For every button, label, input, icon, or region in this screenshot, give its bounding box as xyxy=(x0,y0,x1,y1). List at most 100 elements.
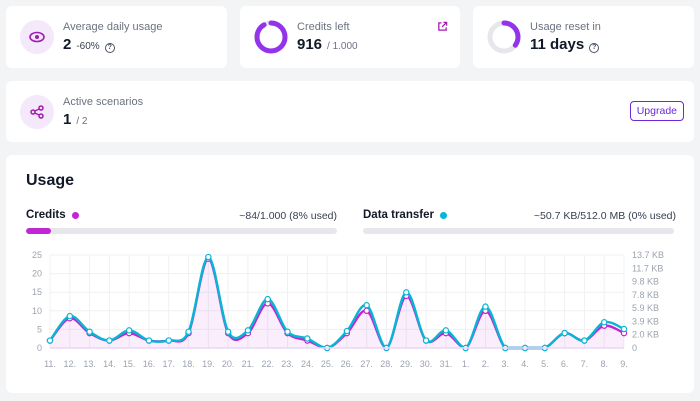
data-transfer-meter-value: ~50.7 KB/512.0 MB (0% used) xyxy=(533,210,676,222)
active-scenarios-label: Active scenarios xyxy=(63,96,144,108)
external-link-icon[interactable] xyxy=(437,21,448,32)
credits-data-point xyxy=(145,337,153,344)
help-icon[interactable]: ? xyxy=(589,43,600,53)
x-tick-label: 19. xyxy=(202,359,215,369)
data-transfer-data-point xyxy=(145,337,153,344)
credits-data-point xyxy=(165,337,172,344)
data-transfer-legend-dot xyxy=(439,211,447,219)
data-transfer-data-point xyxy=(284,328,291,335)
y-right-tick-label: 2.0 KB xyxy=(632,330,659,340)
data-transfer-data-point xyxy=(244,327,252,334)
y-right-tick-label: 3.9 KB xyxy=(632,316,659,326)
x-tick-label: 22. xyxy=(261,359,274,369)
x-tick-label: 29. xyxy=(400,359,413,369)
usage-reset-label: Usage reset in xyxy=(530,21,601,33)
data-transfer-data-point xyxy=(66,312,73,320)
credits-meter-value: ~84/1.000 (8% used) xyxy=(239,210,337,222)
x-tick-label: 20. xyxy=(222,359,235,369)
data-transfer-data-point xyxy=(323,344,331,352)
credits-data-point xyxy=(462,344,469,352)
data-transfer-data-point xyxy=(521,344,529,352)
data-transfer-data-point xyxy=(422,337,430,344)
y-right-tick-label: 7.8 KB xyxy=(632,290,659,300)
y-left-tick-label: 15 xyxy=(32,287,42,297)
y-left-tick-label: 25 xyxy=(32,250,42,260)
credits-data-point xyxy=(46,337,54,344)
credits-left-value-row: 916 / 1.000 xyxy=(297,36,358,53)
data-transfer-data-point xyxy=(383,344,390,352)
credits-data-point xyxy=(205,255,212,262)
credits-data-point xyxy=(403,292,410,300)
credits-data-point xyxy=(620,329,628,337)
credits-data-point xyxy=(383,344,390,352)
data-transfer-series-line xyxy=(49,255,625,350)
data-transfer-data-point xyxy=(620,325,628,333)
average-daily-usage-delta: -60% xyxy=(76,41,100,52)
card-usage-reset: Usage reset in 11 days ? xyxy=(473,6,694,68)
x-tick-label: 13. xyxy=(83,359,96,369)
x-tick-label: 24. xyxy=(301,359,314,369)
x-tick-label: 15. xyxy=(123,359,136,369)
data-transfer-data-point xyxy=(343,327,351,335)
card-credits-left: Credits left 916 / 1.000 xyxy=(240,6,460,68)
data-transfer-data-point xyxy=(581,337,588,344)
credits-data-point xyxy=(482,307,489,314)
x-tick-label: 4. xyxy=(521,359,529,369)
x-tick-label: 31. xyxy=(440,359,453,369)
x-tick-label: 23. xyxy=(281,359,294,369)
data-transfer-data-point xyxy=(46,337,54,344)
credits-ring-icon xyxy=(254,20,288,54)
x-tick-label: 2. xyxy=(482,359,490,369)
active-scenarios-value-row: 1 / 2 xyxy=(63,111,87,128)
x-tick-label: 11. xyxy=(44,359,56,369)
x-tick-label: 18. xyxy=(182,359,195,369)
x-tick-label: 25. xyxy=(321,359,334,369)
credits-data-point xyxy=(323,344,331,352)
data-transfer-data-point xyxy=(165,337,172,344)
average-daily-usage-value: 2 xyxy=(63,36,72,53)
credits-data-point xyxy=(561,329,568,337)
x-tick-label: 6. xyxy=(561,359,569,369)
y-right-tick-label: 5.9 KB xyxy=(632,303,659,313)
eye-icon xyxy=(29,31,45,43)
y-right-tick-label: 0 xyxy=(632,343,637,353)
data-transfer-meter-label: Data transfer xyxy=(363,209,447,221)
credits-series-line xyxy=(49,257,625,350)
help-icon[interactable]: ? xyxy=(104,43,115,53)
credits-data-point xyxy=(106,337,113,344)
upgrade-button[interactable]: Upgrade xyxy=(629,101,684,121)
x-tick-label: 14. xyxy=(103,359,116,369)
data-transfer-data-point xyxy=(224,328,232,335)
average-daily-usage-value-row: 2 -60% ? xyxy=(63,36,115,53)
usage-reset-value: 11 days xyxy=(530,36,585,53)
data-transfer-data-point xyxy=(482,303,489,310)
data-transfer-data-point xyxy=(125,327,133,334)
x-tick-label: 27. xyxy=(360,359,373,369)
data-transfer-data-point xyxy=(205,253,212,261)
data-transfer-progress-track xyxy=(363,228,674,234)
data-transfer-data-point xyxy=(601,319,608,326)
x-tick-label: 7. xyxy=(581,359,589,369)
share-icon xyxy=(30,105,44,119)
y-left-tick-label: 10 xyxy=(32,306,42,316)
credits-data-point xyxy=(541,344,549,352)
x-tick-label: 17. xyxy=(163,359,176,369)
x-tick-label: 28. xyxy=(380,359,393,369)
card-active-scenarios: Active scenarios 1 / 2 Upgrade xyxy=(6,81,694,142)
credits-left-label: Credits left xyxy=(297,21,350,33)
credits-legend-dot xyxy=(71,211,79,219)
data-transfer-data-point xyxy=(502,344,509,352)
credits-data-point xyxy=(422,337,430,344)
credits-data-point xyxy=(284,329,291,337)
x-tick-label: 5. xyxy=(541,359,549,369)
share-icon-wrapper xyxy=(20,95,54,129)
credits-data-point xyxy=(502,344,509,352)
credits-series-area xyxy=(50,258,624,348)
credits-data-point xyxy=(86,329,93,337)
usage-chart: 0 5 10 15 20 25 0 2.0 KB 3.9 KB 5.9 KB 7.8 KB 9.8 K… xyxy=(32,250,664,369)
reset-ring-icon xyxy=(487,20,521,54)
data-transfer-data-point xyxy=(106,337,113,344)
x-tick-label: 16. xyxy=(143,359,156,369)
data-transfer-data-point xyxy=(403,289,410,296)
credits-data-point xyxy=(601,322,608,329)
